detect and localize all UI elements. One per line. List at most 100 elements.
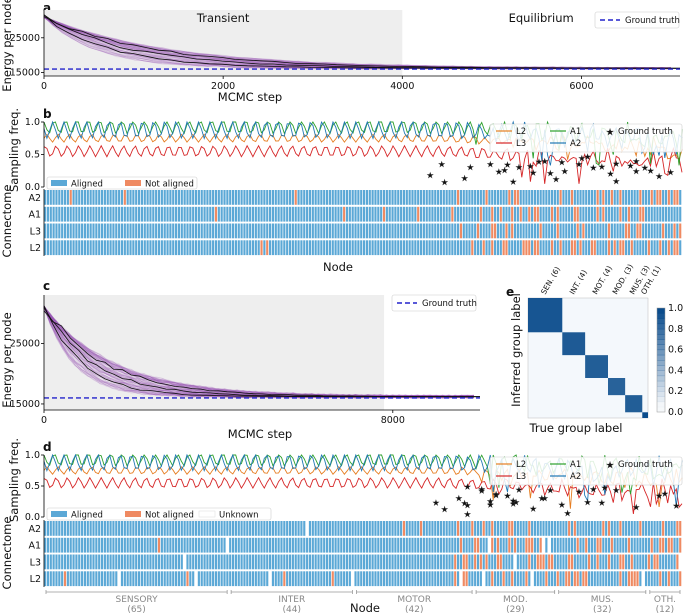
d-conn-cell [357, 571, 360, 587]
b-conn-cell [405, 190, 408, 205]
b-conn-cell [189, 190, 192, 205]
d-conn-cell [343, 537, 346, 553]
d-conn-cell [664, 537, 668, 553]
d-conn-cell [502, 571, 505, 587]
b-conn-cell [374, 190, 377, 205]
d-conn-cell [306, 521, 309, 536]
b-conn-cell [137, 206, 141, 222]
b-conn-cell [177, 206, 181, 222]
d-conn-cell [149, 537, 152, 553]
b-conn-cell [172, 206, 175, 222]
b-conn-cell [44, 206, 47, 222]
d-conn-cell [533, 521, 537, 536]
d-conn-cell [613, 521, 616, 536]
e-colorbar-step [657, 365, 665, 371]
d-conn-legend-swatch [125, 511, 141, 517]
e-colorbar-step [657, 308, 665, 314]
d-conn-cell [360, 571, 363, 587]
c-trace [43, 307, 474, 399]
d-conn-cell [217, 521, 220, 536]
b-conn-cell [343, 223, 346, 239]
a-xtick-label: 2000 [211, 81, 235, 92]
d-conn-cell [226, 554, 229, 570]
b-conn-cell [115, 206, 118, 222]
b-conn-cell [192, 240, 195, 256]
d-conn-cell [240, 537, 243, 553]
b-conn-cell [482, 240, 485, 256]
b-conn-cell [494, 240, 497, 256]
b-conn-cell [95, 223, 98, 239]
d-conn-cell [499, 537, 502, 553]
d-conn-cell [491, 521, 494, 536]
b-conn-cell [183, 240, 186, 256]
b-conn-cell [545, 206, 548, 222]
d-conn-cell [619, 571, 622, 587]
b-conn-cell [437, 190, 440, 205]
d-conn-cell [249, 554, 252, 570]
d-conn-cell [468, 571, 471, 587]
d-conn-cell [180, 571, 183, 587]
d-conn-cell [568, 521, 571, 536]
d-conn-cell [166, 571, 169, 587]
b-conn-cell [197, 206, 200, 222]
d-conn-cell [471, 521, 474, 536]
d-conn-cell [135, 571, 138, 587]
d-conn-cell [274, 521, 277, 536]
b-conn-cell [280, 223, 283, 239]
d-conn-cell [81, 571, 84, 587]
d-conn-cell [86, 521, 89, 536]
b-conn-cell [625, 240, 628, 256]
d-conn-cell [226, 521, 229, 536]
d-conn-cell [223, 571, 226, 587]
b-conn-cell [536, 240, 539, 256]
b-conn-cell [474, 190, 477, 205]
b-conn-cell [52, 190, 55, 205]
b-conn-cell [72, 190, 75, 205]
d-ground-truth-star: ★ [441, 505, 448, 514]
b-conn-cell [397, 206, 400, 222]
panel-b: b ★★ ★★ ★★★★ ★★ ★★★★★ ★★★★★★★★★ ★ ★★ ★★★★★★★ 0.0… [0, 107, 683, 274]
b-conn-cell [479, 223, 482, 239]
b-conn-cell [203, 223, 206, 239]
d-conn-cell [588, 521, 591, 536]
d-conn-cell [78, 521, 81, 536]
b-conn-cell [166, 206, 169, 222]
d-conn-cell [61, 521, 64, 536]
b-conn-cell [531, 240, 534, 256]
b-conn-cell [602, 206, 605, 222]
b-conn-cell [371, 206, 374, 222]
b-conn-cell [360, 223, 363, 239]
c-trace [43, 307, 474, 398]
b-conn-cell [511, 240, 514, 256]
b-conn-cell [400, 190, 403, 205]
d-conn-cell [140, 554, 143, 570]
b-conn-cell [502, 223, 505, 239]
d-conn-cell [223, 537, 226, 553]
d-conn-cell [308, 537, 312, 553]
d-conn-cell [140, 537, 143, 553]
d-conn-cell [129, 521, 132, 536]
b-conn-cell [559, 240, 562, 256]
b-ground-truth-star: ★ [633, 167, 640, 176]
b-conn-cell [209, 223, 212, 239]
e-colorbar-step [657, 406, 665, 413]
d-conn-cell [625, 554, 628, 570]
d-conn-cell [607, 521, 611, 536]
d-conn-cell [459, 571, 462, 587]
b-conn-cell [331, 240, 334, 256]
b-conn-cell [291, 223, 294, 239]
b-conn-cell [607, 240, 611, 256]
b-conn-cell [434, 206, 437, 222]
e-colorbar-tick: 0.2 [668, 386, 683, 397]
b-conn-cell [337, 240, 340, 256]
b-conn-cell [422, 223, 425, 239]
b-conn-cell [146, 190, 149, 205]
d-conn-cell [106, 521, 109, 536]
panel-b-connectome-legend: Aligned Not aligned [46, 176, 198, 190]
d-conn-cell [365, 554, 368, 570]
b-conn-cell [533, 190, 537, 205]
d-conn-cell [471, 537, 474, 553]
d-conn-cell [508, 554, 511, 570]
d-conn-cell [533, 537, 537, 553]
b-conn-cell [545, 190, 548, 205]
